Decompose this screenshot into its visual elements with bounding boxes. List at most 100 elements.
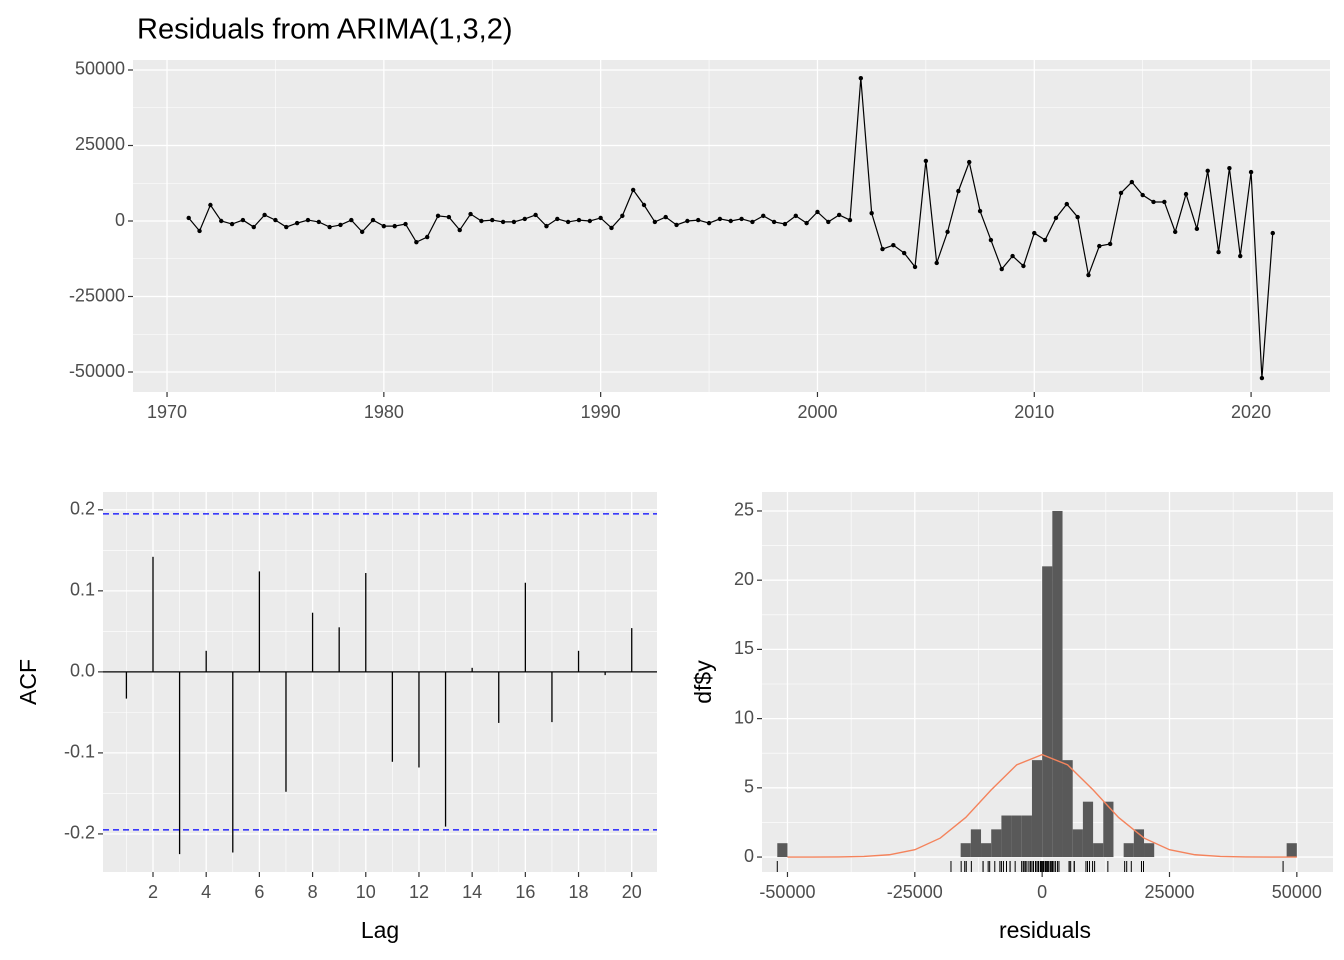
residual-point <box>251 224 256 230</box>
residual-point <box>219 218 224 224</box>
residual-point <box>891 242 896 248</box>
x-tick-label: 6 <box>254 882 264 902</box>
residual-point <box>576 217 582 223</box>
residual-point <box>609 225 614 231</box>
residual-point <box>934 260 939 266</box>
residual-point <box>370 217 376 223</box>
residual-point <box>663 214 668 220</box>
residual-point <box>717 216 723 222</box>
residual-point <box>977 208 983 214</box>
y-tick-label: -0.2 <box>64 823 95 843</box>
x-axis-title: residuals <box>999 917 1091 943</box>
residual-point <box>761 213 766 219</box>
residual-point <box>359 229 365 235</box>
histogram-bar <box>1031 760 1043 858</box>
residual-point <box>1021 263 1026 269</box>
histogram-bar <box>1133 829 1145 858</box>
residual-point <box>652 219 658 225</box>
residual-point <box>696 217 701 223</box>
residual-point <box>793 213 798 219</box>
residual-point <box>273 217 278 223</box>
residual-point <box>674 222 679 228</box>
histogram-bar <box>1011 815 1022 858</box>
residual-point <box>1064 201 1069 207</box>
residual-point <box>457 227 462 233</box>
chart-title: Residuals from ARIMA(1,3,2) <box>137 14 513 46</box>
y-tick-label: 25000 <box>75 134 125 154</box>
residual-point <box>1183 191 1189 197</box>
x-tick-label: 12 <box>409 882 429 902</box>
histogram-bar <box>1123 843 1134 858</box>
residual-point <box>1151 199 1156 205</box>
residual-point <box>956 188 961 194</box>
histogram-bar <box>991 829 1002 858</box>
residual-point <box>533 212 538 218</box>
residual-point <box>782 221 788 227</box>
histogram-bar <box>1062 760 1073 858</box>
histogram-bar <box>1103 801 1114 858</box>
residual-point <box>1097 243 1102 249</box>
histogram-bar <box>970 829 982 858</box>
residual-point <box>435 213 441 219</box>
residual-point <box>500 219 506 225</box>
residual-point <box>901 250 907 256</box>
residual-point <box>750 219 755 225</box>
residual-point <box>1227 165 1232 171</box>
residual-point <box>1162 199 1167 205</box>
x-tick-label: -25000 <box>887 882 943 902</box>
y-tick-label: 0 <box>744 846 754 866</box>
residual-point <box>479 218 484 224</box>
residual-point <box>229 221 235 227</box>
y-axis-title: df$y <box>690 660 716 704</box>
x-tick-label: 18 <box>569 882 589 902</box>
residual-point <box>836 212 842 218</box>
residual-point <box>305 217 311 223</box>
histogram-bar <box>960 843 971 858</box>
residual-point <box>988 237 994 243</box>
residual-point <box>880 246 885 252</box>
y-tick-label: 0.2 <box>70 499 95 519</box>
y-tick-label: -50000 <box>69 361 125 381</box>
histogram-bar <box>1082 801 1094 858</box>
histogram-bar <box>1144 843 1155 858</box>
histogram-bar <box>1042 566 1053 858</box>
y-tick-label: 0 <box>115 210 125 230</box>
residual-point <box>620 213 625 219</box>
y-tick-label: 50000 <box>75 59 125 79</box>
y-tick-label: 20 <box>734 569 754 589</box>
histogram-bar <box>1052 510 1063 858</box>
residual-point <box>815 209 820 215</box>
panel-background <box>133 60 1330 392</box>
x-tick-label: 10 <box>356 882 376 902</box>
residual-point <box>804 220 809 226</box>
residual-point <box>912 264 918 270</box>
residual-point <box>392 223 397 229</box>
residual-point <box>414 239 419 245</box>
histogram-bar <box>1021 815 1032 858</box>
x-tick-label: -50000 <box>759 882 815 902</box>
residual-point <box>1032 230 1037 236</box>
y-axis-title: ACF <box>15 659 41 705</box>
residual-point <box>1238 253 1243 259</box>
histogram-bar <box>981 843 992 858</box>
histogram-bar <box>1001 815 1012 858</box>
residual-point <box>869 210 874 216</box>
residual-point <box>1216 249 1221 255</box>
y-tick-label: 0.1 <box>70 580 95 600</box>
residual-point <box>858 75 864 81</box>
panel-background <box>103 492 657 872</box>
histogram-bar <box>1072 829 1083 858</box>
residual-point <box>826 219 831 225</box>
x-tick-label: 25000 <box>1144 882 1194 902</box>
residual-point <box>1118 190 1124 196</box>
residual-point <box>1194 226 1200 232</box>
residual-point <box>847 217 853 223</box>
residual-point <box>706 220 712 226</box>
y-tick-label: -0.1 <box>64 742 95 762</box>
histogram-bar <box>1286 843 1297 858</box>
residual-point <box>565 219 571 225</box>
residual-point <box>446 214 452 220</box>
x-tick-label: 20 <box>622 882 642 902</box>
y-tick-label: 5 <box>744 777 754 797</box>
